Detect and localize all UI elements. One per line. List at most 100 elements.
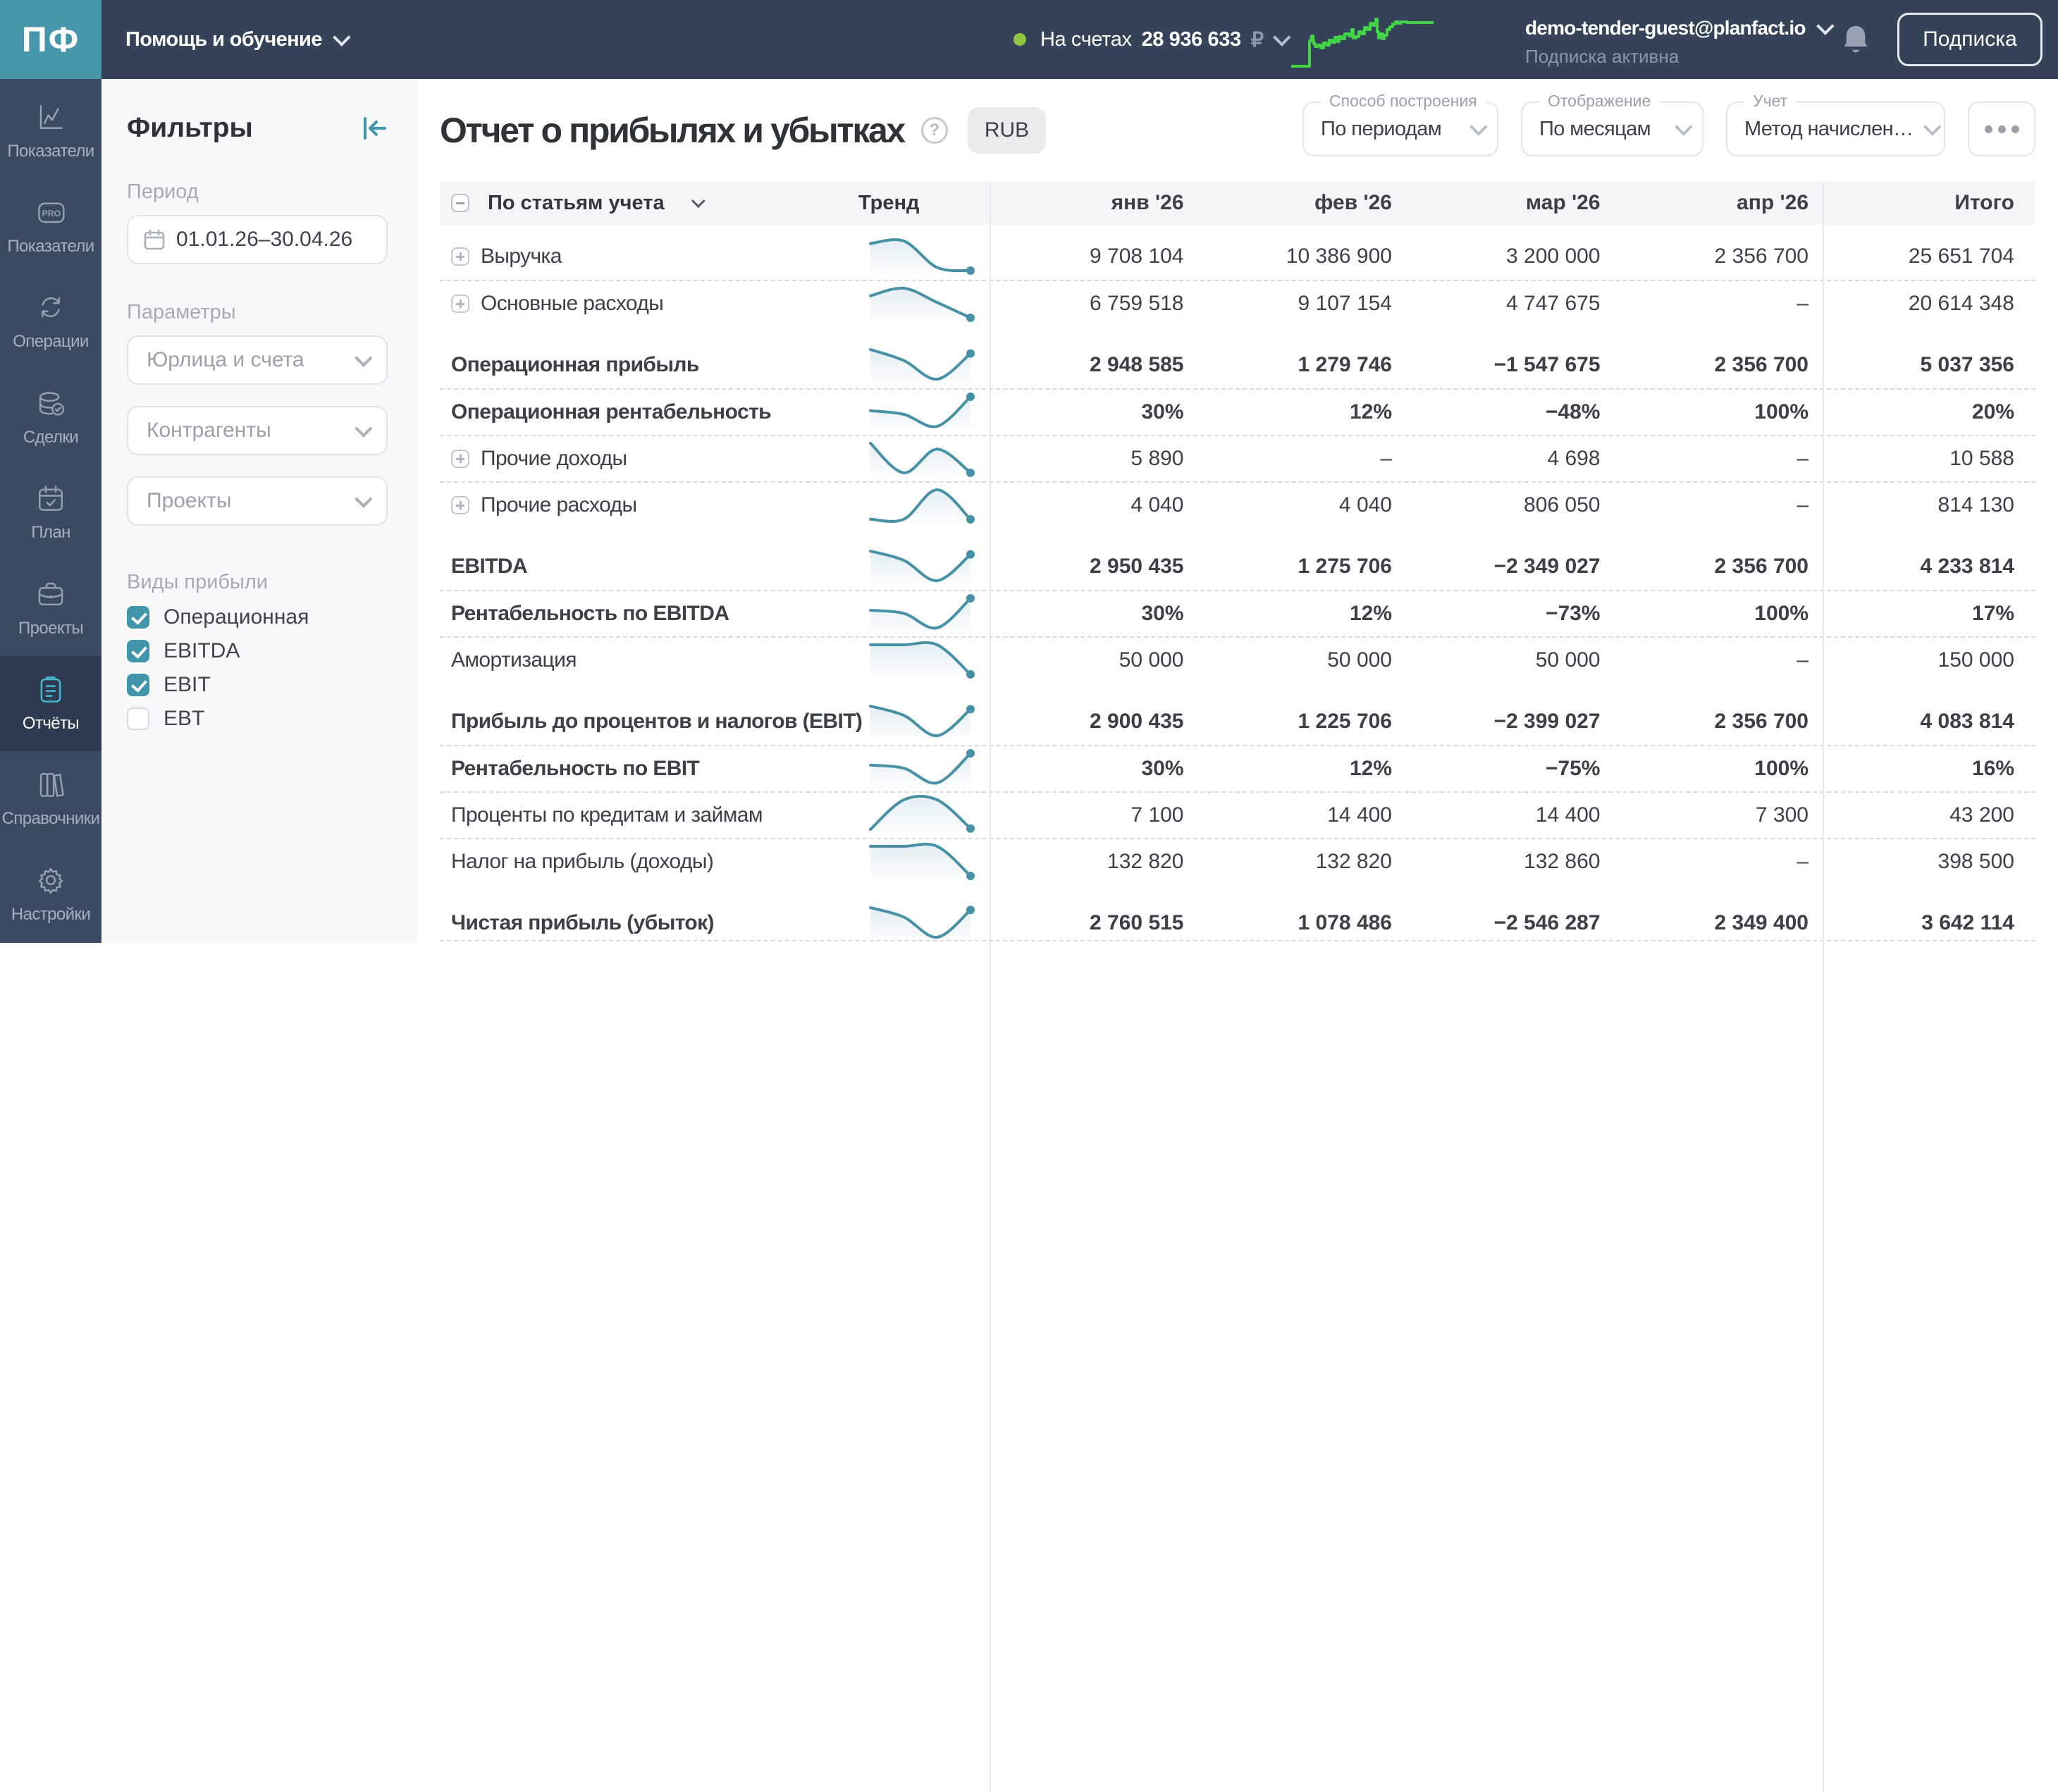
balance-value: 28 936 633	[1142, 28, 1241, 51]
month-column-header: мар '26	[1406, 191, 1615, 215]
user-menu[interactable]: demo-tender-guest@planfact.io Подписка а…	[1525, 16, 1830, 69]
sidebar-item-coins-check[interactable]: Сделки	[0, 370, 101, 465]
total-cell: 17%	[1823, 602, 2035, 626]
main-content: Отчет о прибылях и убытках ? RUB Способ …	[417, 79, 2058, 946]
subscribe-button[interactable]: Подписка	[1897, 13, 2042, 66]
calendar-icon	[144, 229, 165, 250]
sidebar-item-briefcase[interactable]: Проекты	[0, 561, 101, 656]
value-cell: 12%	[1198, 602, 1407, 626]
sidebar-item-label: Настройки	[11, 905, 90, 925]
trend-sparkline	[866, 438, 975, 480]
sidebar-item-calendar-check[interactable]: План	[0, 465, 101, 560]
trend-cell	[851, 545, 990, 588]
app-logo[interactable]: ПФ	[0, 0, 101, 79]
value-cell: 2 760 515	[990, 911, 1198, 935]
trend-sparkline	[866, 902, 975, 944]
value-cell: 30%	[990, 602, 1198, 626]
sidebar-item-label: Отчёты	[23, 714, 79, 734]
expand-row-button[interactable]	[451, 450, 469, 468]
sidebar-item-sync-arrows[interactable]: Операции	[0, 274, 101, 369]
filters-title: Фильтры	[127, 113, 253, 144]
ruble-sign-icon: ₽	[1251, 27, 1264, 52]
value-cell: 132 820	[1198, 850, 1407, 874]
expand-row-button[interactable]	[451, 496, 469, 514]
value-cell: 9 107 154	[1198, 292, 1407, 316]
value-cell: 806 050	[1406, 493, 1615, 517]
chevron-down-icon	[691, 194, 705, 208]
currency-badge[interactable]: RUB	[968, 107, 1046, 154]
value-cell: 5 890	[990, 447, 1198, 471]
sidebar-item-label: Сделки	[23, 428, 78, 447]
value-cell: 6 759 518	[990, 292, 1198, 316]
sidebar-item-gear[interactable]: Настройки	[0, 847, 101, 942]
filter-select[interactable]: Контрагенты	[127, 406, 388, 455]
total-cell: 10 588	[1823, 447, 2035, 471]
pro-badge-icon: PRO	[36, 197, 66, 227]
coins-check-icon	[36, 388, 66, 418]
chevron-down-icon	[355, 349, 372, 366]
profit-kind-операционная[interactable]: Операционная	[127, 605, 388, 629]
total-cell: 4 233 814	[1823, 555, 2035, 579]
collapse-panel-icon[interactable]	[362, 117, 388, 140]
row-label: EBITDA	[451, 555, 527, 579]
row-label: Операционная рентабельность	[451, 400, 771, 424]
trend-cell	[851, 794, 990, 836]
sidebar-item-clipboard[interactable]: Отчёты	[0, 656, 101, 751]
name-column-header[interactable]: По статьям учета	[488, 192, 665, 215]
accounts-balance[interactable]: На счетах 28 936 633 ₽	[1013, 0, 1286, 79]
checkbox[interactable]	[127, 707, 149, 730]
sidebar-item-label: Показатели	[7, 142, 94, 161]
total-cell: 16%	[1823, 757, 2035, 781]
expand-row-button[interactable]	[451, 247, 469, 266]
sidebar-item-books[interactable]: Справочники	[0, 751, 101, 846]
profit-kind-ebit[interactable]: EBIT	[127, 673, 388, 697]
row-label: Проценты по кредитам и займам	[451, 803, 763, 827]
column-divider	[1823, 181, 1824, 1792]
month-column-header: апр '26	[1615, 191, 1823, 215]
profit-kind-label: EBITDA	[164, 639, 240, 663]
checkbox-checked[interactable]	[127, 606, 149, 629]
control-value: Метод начислен…	[1744, 118, 1913, 141]
value-cell: 4 040	[990, 493, 1198, 517]
value-cell: 50 000	[1198, 648, 1407, 672]
help-question-icon[interactable]: ?	[921, 117, 948, 144]
filter-select[interactable]: Юрлица и счета	[127, 335, 388, 385]
checkbox-checked[interactable]	[127, 674, 149, 696]
profit-kind-label: EBIT	[164, 673, 211, 697]
trend-cell	[851, 902, 990, 944]
value-cell: 3 200 000	[1406, 245, 1615, 268]
sidebar-item-chart-line[interactable]: Показатели	[0, 84, 101, 179]
period-input[interactable]: 01.01.26–30.04.26	[127, 215, 388, 264]
month-column-header: янв '26	[990, 191, 1198, 215]
profit-kinds: Операционная EBITDA EBIT EBT	[127, 605, 388, 731]
value-cell: 50 000	[990, 648, 1198, 672]
more-actions-button[interactable]	[1968, 101, 2035, 156]
trend-sparkline	[866, 484, 975, 526]
checkbox-checked[interactable]	[127, 640, 149, 662]
row-label: Прибыль до процентов и налогов (EBIT)	[451, 710, 862, 734]
trend-cell	[851, 700, 990, 743]
value-cell: 7 300	[1615, 803, 1823, 827]
value-cell: 50 000	[1406, 648, 1615, 672]
sidebar-item-label: Проекты	[18, 619, 83, 638]
profit-kind-ebt[interactable]: EBT	[127, 707, 388, 731]
expand-row-button[interactable]	[451, 295, 469, 313]
help-menu[interactable]: Помощь и обучение	[125, 0, 346, 79]
filter-select[interactable]: Проекты	[127, 476, 388, 526]
bell-icon[interactable]	[1841, 24, 1871, 56]
trend-cell	[851, 235, 990, 278]
value-cell: 4 040	[1198, 493, 1407, 517]
collapse-all-checkbox[interactable]	[451, 194, 469, 212]
profit-kind-ebitda[interactable]: EBITDA	[127, 639, 388, 663]
value-cell: 14 400	[1198, 803, 1407, 827]
chevron-down-icon	[1675, 118, 1692, 135]
